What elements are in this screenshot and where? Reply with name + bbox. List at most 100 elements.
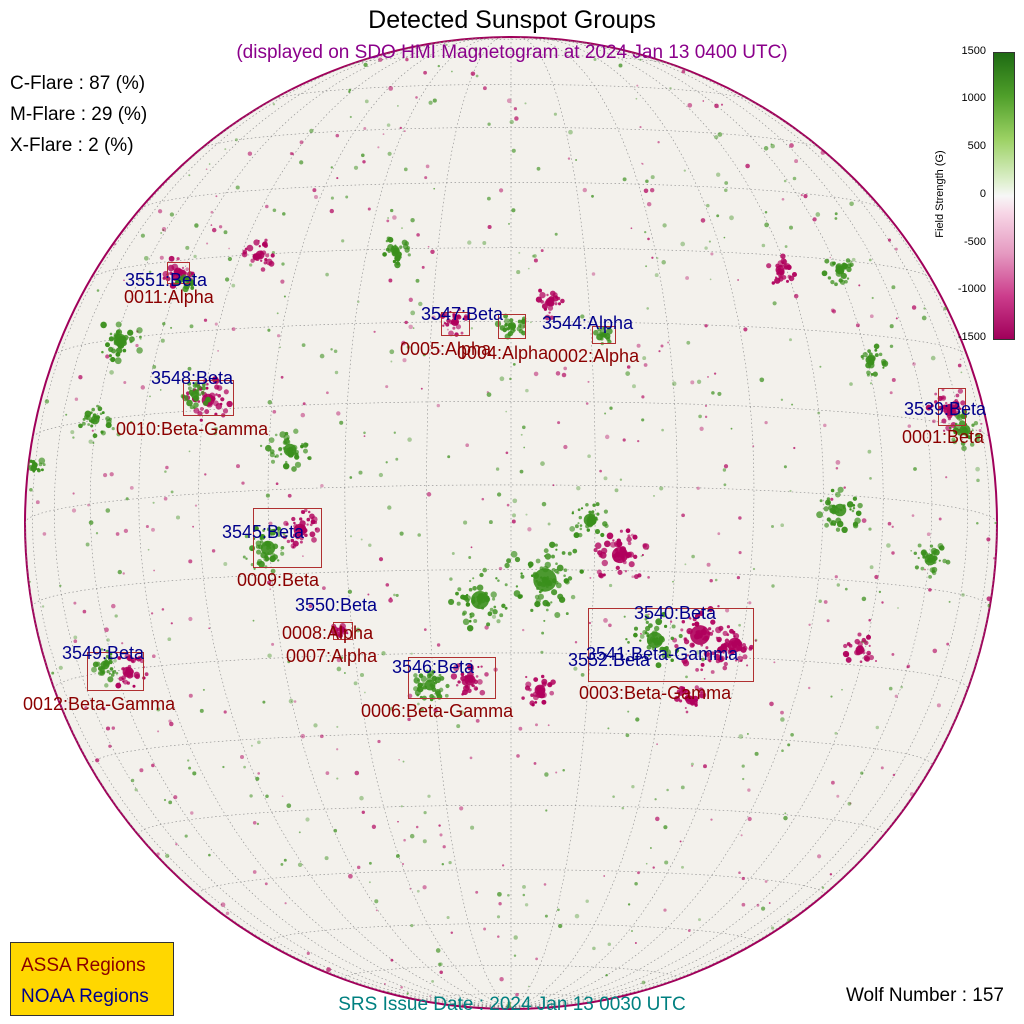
field-patch	[726, 625, 731, 629]
field-patch	[358, 470, 363, 475]
field-patch	[645, 179, 649, 183]
field-patch	[525, 388, 529, 393]
field-patch	[784, 245, 788, 248]
field-patch	[534, 701, 538, 704]
field-patch	[994, 521, 997, 525]
field-patch	[527, 267, 530, 270]
field-patch	[627, 541, 632, 546]
field-patch	[604, 434, 610, 440]
field-patch	[711, 651, 715, 656]
field-patch	[319, 734, 324, 739]
field-patch	[428, 673, 432, 677]
field-patch	[424, 176, 428, 180]
field-patch	[192, 387, 195, 391]
field-patch	[887, 238, 892, 242]
x-flare-probability: X-Flare : 2 (%)	[10, 135, 134, 156]
field-patch	[729, 628, 734, 634]
field-patch	[574, 524, 579, 529]
field-patch	[163, 798, 167, 802]
field-patch	[96, 289, 100, 292]
field-patch	[504, 606, 508, 610]
field-patch	[576, 486, 581, 491]
field-patch	[242, 555, 246, 559]
field-patch	[518, 328, 524, 334]
field-patch	[748, 601, 752, 605]
field-patch	[631, 785, 635, 789]
field-patch	[967, 435, 972, 440]
field-patch	[498, 902, 502, 906]
field-patch	[833, 503, 847, 517]
field-patch	[378, 557, 384, 562]
field-patch	[456, 314, 461, 318]
field-patch	[103, 473, 108, 478]
grid-line	[510, 37, 596, 1008]
page-title: Detected Sunspot Groups	[368, 6, 656, 34]
field-patch	[678, 686, 684, 692]
field-patch	[400, 805, 403, 808]
field-patch	[704, 404, 708, 407]
field-patch	[942, 429, 946, 432]
field-patch	[698, 414, 702, 419]
field-patch	[58, 665, 63, 670]
field-patch	[694, 685, 699, 690]
field-patch	[556, 296, 561, 301]
field-patch	[789, 225, 793, 230]
field-patch	[87, 423, 91, 426]
field-patch	[771, 584, 775, 588]
field-patch	[104, 683, 109, 688]
field-patch	[385, 583, 390, 587]
field-patch	[533, 568, 557, 592]
field-patch	[596, 569, 602, 575]
field-patch	[413, 677, 421, 684]
field-patch	[594, 542, 602, 549]
field-patch	[545, 297, 555, 307]
field-patch	[335, 133, 340, 138]
field-patch	[520, 433, 523, 436]
field-patch	[895, 317, 898, 320]
field-patch	[477, 679, 483, 685]
field-patch	[686, 654, 690, 657]
grid-line	[32, 88, 512, 1008]
field-patch	[725, 608, 730, 613]
field-patch	[771, 281, 776, 285]
field-patch	[208, 163, 211, 165]
field-patch	[455, 591, 459, 596]
field-patch	[333, 828, 338, 833]
field-patch	[727, 637, 743, 653]
field-patch	[781, 197, 785, 201]
field-patch	[136, 347, 143, 354]
field-patch	[466, 663, 474, 671]
field-patch	[264, 882, 268, 886]
field-patch	[205, 386, 209, 390]
field-patch	[612, 795, 615, 798]
field-patch	[406, 345, 411, 349]
field-patch	[121, 642, 124, 645]
colorbar-tick: 1500	[961, 45, 986, 57]
field-patch	[571, 510, 575, 513]
field-patch	[551, 589, 558, 596]
field-patch	[145, 524, 149, 529]
field-patch	[336, 666, 342, 672]
field-patch	[669, 620, 673, 623]
field-patch	[160, 231, 163, 235]
field-patch	[469, 612, 475, 618]
field-patch	[415, 96, 418, 99]
field-patch	[741, 643, 747, 648]
field-patch	[741, 876, 745, 881]
assa-region-label: 0002:Alpha	[548, 346, 640, 366]
field-patch	[88, 439, 93, 444]
field-patch	[112, 670, 115, 674]
field-patch	[401, 340, 406, 346]
field-patch	[175, 843, 178, 846]
field-patch	[709, 278, 712, 281]
field-patch	[281, 795, 284, 798]
field-patch	[926, 532, 931, 537]
field-patch	[520, 574, 525, 579]
field-patch	[644, 631, 648, 635]
field-patch	[181, 266, 185, 270]
field-patch	[345, 195, 349, 199]
field-patch	[267, 328, 271, 332]
m-flare-probability: M-Flare : 29 (%)	[10, 104, 148, 125]
field-patch	[695, 668, 699, 672]
assa-region-label: 0003:Beta-Gamma	[579, 683, 732, 703]
